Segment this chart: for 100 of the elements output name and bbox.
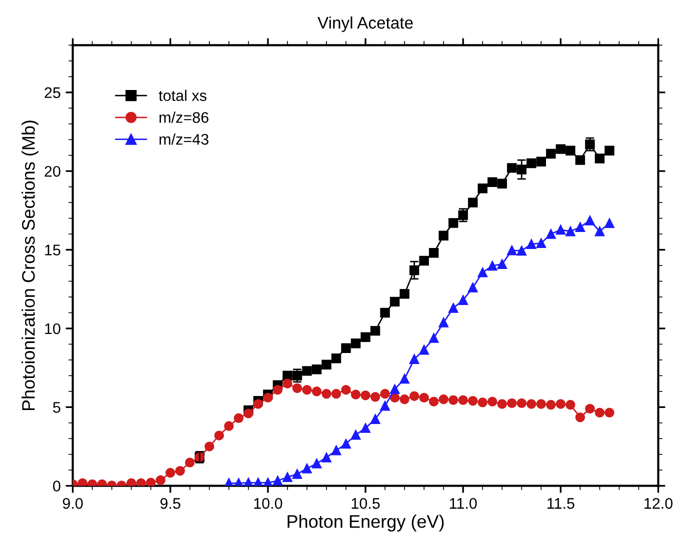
point: [126, 478, 136, 486]
point: [507, 398, 517, 408]
point: [350, 338, 361, 348]
point: [536, 156, 546, 167]
point: [575, 222, 586, 232]
point: [214, 430, 224, 440]
point: [438, 394, 448, 404]
point: [487, 177, 498, 187]
point: [282, 378, 292, 388]
point: [497, 259, 507, 269]
point: [594, 154, 605, 164]
point: [428, 396, 439, 406]
point: [302, 366, 312, 376]
point: [536, 399, 546, 409]
point: [428, 248, 439, 258]
point: [478, 398, 488, 408]
point: [419, 256, 429, 266]
point: [322, 388, 332, 399]
point: [566, 400, 576, 410]
point: [497, 178, 507, 189]
point: [263, 392, 273, 403]
point: [312, 364, 322, 374]
point: [468, 198, 478, 208]
point: [390, 296, 400, 307]
point: [526, 158, 536, 168]
point: [302, 464, 312, 474]
chart-title: Vinyl Acetate: [318, 16, 413, 32]
point: [604, 408, 614, 418]
point: [234, 413, 244, 424]
point: [438, 230, 448, 240]
x-tick-label: 10.5: [352, 498, 380, 509]
y-axis-title: Photoionization Cross Sections (Mb): [22, 120, 38, 410]
point: [370, 392, 380, 402]
point: [400, 288, 410, 299]
point: [575, 412, 586, 422]
point: [458, 395, 468, 405]
point: [556, 224, 566, 235]
x-tick-label: 9.5: [160, 498, 180, 509]
y-tick-label: 10: [45, 323, 60, 334]
point: [380, 388, 390, 399]
y-tick-label: 25: [44, 87, 60, 98]
point: [282, 370, 292, 381]
point: [331, 388, 342, 399]
point: [341, 384, 351, 395]
legend-label: m/z=86: [160, 112, 208, 123]
point: [516, 398, 526, 408]
point: [400, 374, 410, 384]
point: [156, 475, 166, 486]
point: [350, 390, 361, 400]
x-tick-label: 12.0: [644, 498, 673, 509]
x-tick-label: 10.0: [254, 498, 282, 509]
point: [175, 466, 185, 476]
point: [556, 144, 566, 154]
point: [244, 408, 254, 418]
point: [146, 478, 156, 486]
point: [546, 400, 556, 410]
point: [448, 395, 458, 405]
point: [526, 239, 536, 249]
y-tick-label: 20: [44, 166, 60, 177]
y-tick-label: 0: [53, 480, 60, 492]
point: [566, 146, 576, 156]
point: [322, 360, 332, 370]
point: [331, 353, 342, 364]
point: [400, 394, 410, 404]
point: [448, 218, 458, 228]
point: [594, 226, 605, 236]
point: [292, 469, 302, 479]
point: [341, 438, 351, 449]
point: [350, 430, 361, 440]
legend-label: total xs: [158, 90, 206, 102]
point: [536, 238, 546, 248]
point: [360, 423, 370, 433]
point: [566, 226, 576, 236]
point: [604, 146, 614, 156]
point: [312, 386, 322, 396]
point: [136, 478, 146, 486]
point: [78, 478, 88, 486]
point: [478, 268, 488, 278]
point: [302, 384, 312, 395]
point: [546, 229, 556, 239]
point: [322, 452, 332, 462]
legend-label: m/z=43: [160, 134, 208, 145]
point: [487, 396, 498, 406]
point: [507, 246, 517, 256]
point: [409, 391, 420, 401]
point: [604, 218, 614, 228]
point: [546, 148, 556, 159]
point: [478, 184, 488, 194]
point: [448, 303, 458, 313]
point: [272, 384, 283, 395]
point: [341, 343, 351, 353]
point: [516, 246, 526, 256]
point: [507, 163, 517, 173]
x-tick-label: 11.0: [450, 498, 477, 509]
y-tick-label: 5: [53, 402, 60, 413]
point: [165, 468, 176, 478]
point: [204, 442, 214, 452]
y-tick-label: 15: [45, 244, 60, 256]
point: [253, 399, 264, 409]
point: [419, 344, 429, 355]
